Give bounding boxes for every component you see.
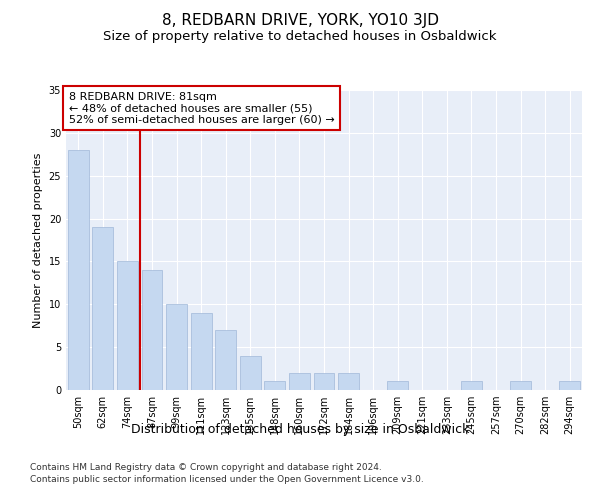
- Bar: [191, 313, 212, 390]
- Bar: [510, 382, 531, 390]
- Text: 8, REDBARN DRIVE, YORK, YO10 3JD: 8, REDBARN DRIVE, YORK, YO10 3JD: [161, 12, 439, 28]
- Bar: [215, 330, 236, 390]
- Bar: [142, 270, 163, 390]
- Bar: [68, 150, 89, 390]
- Text: Distribution of detached houses by size in Osbaldwick: Distribution of detached houses by size …: [131, 422, 469, 436]
- Bar: [559, 382, 580, 390]
- Text: Size of property relative to detached houses in Osbaldwick: Size of property relative to detached ho…: [103, 30, 497, 43]
- Text: 8 REDBARN DRIVE: 81sqm
← 48% of detached houses are smaller (55)
52% of semi-det: 8 REDBARN DRIVE: 81sqm ← 48% of detached…: [68, 92, 334, 124]
- Bar: [240, 356, 261, 390]
- Bar: [92, 227, 113, 390]
- Bar: [117, 262, 138, 390]
- Bar: [461, 382, 482, 390]
- Text: Contains HM Land Registry data © Crown copyright and database right 2024.: Contains HM Land Registry data © Crown c…: [30, 464, 382, 472]
- Bar: [166, 304, 187, 390]
- Bar: [265, 382, 286, 390]
- Bar: [314, 373, 334, 390]
- Bar: [289, 373, 310, 390]
- Y-axis label: Number of detached properties: Number of detached properties: [33, 152, 43, 328]
- Bar: [387, 382, 408, 390]
- Bar: [338, 373, 359, 390]
- Text: Contains public sector information licensed under the Open Government Licence v3: Contains public sector information licen…: [30, 475, 424, 484]
